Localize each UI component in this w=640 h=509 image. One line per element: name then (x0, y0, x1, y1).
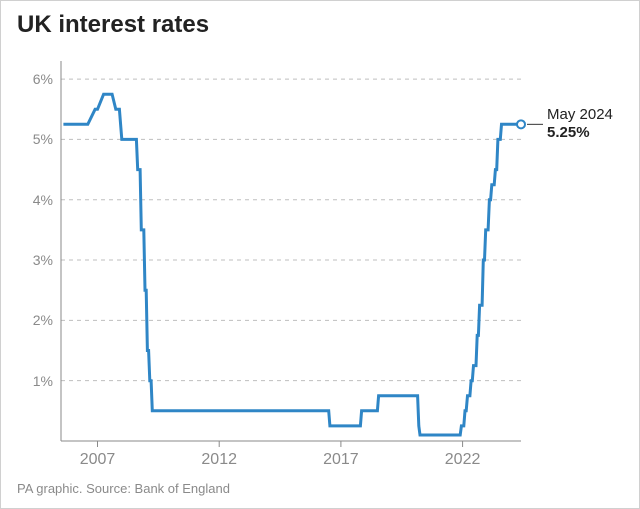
y-tick-label: 6% (33, 71, 53, 87)
y-tick-label: 4% (33, 192, 53, 208)
x-tick-label: 2007 (80, 451, 116, 469)
x-tick-label: 2017 (323, 451, 359, 469)
annotation-label: May 2024 5.25% (547, 106, 613, 142)
y-tick-label: 3% (33, 252, 53, 268)
x-tick-label: 2022 (445, 451, 481, 469)
chart-svg (1, 1, 640, 509)
y-tick-label: 2% (33, 312, 53, 328)
annotation-date: May 2024 (547, 106, 613, 124)
x-tick-label: 2012 (201, 451, 237, 469)
y-tick-label: 1% (33, 373, 53, 389)
annotation-value: 5.25% (547, 124, 613, 142)
plot-area: 1% 2% 3% 4% 5% 6% 2007 2012 2017 2022 May 2024 5… (1, 1, 640, 509)
chart-card: UK interest rates 1%2%3%4%5%6% 200720122… (0, 0, 640, 509)
y-tick-label: 5% (33, 131, 53, 147)
chart-source: PA graphic. Source: Bank of England (17, 481, 230, 496)
